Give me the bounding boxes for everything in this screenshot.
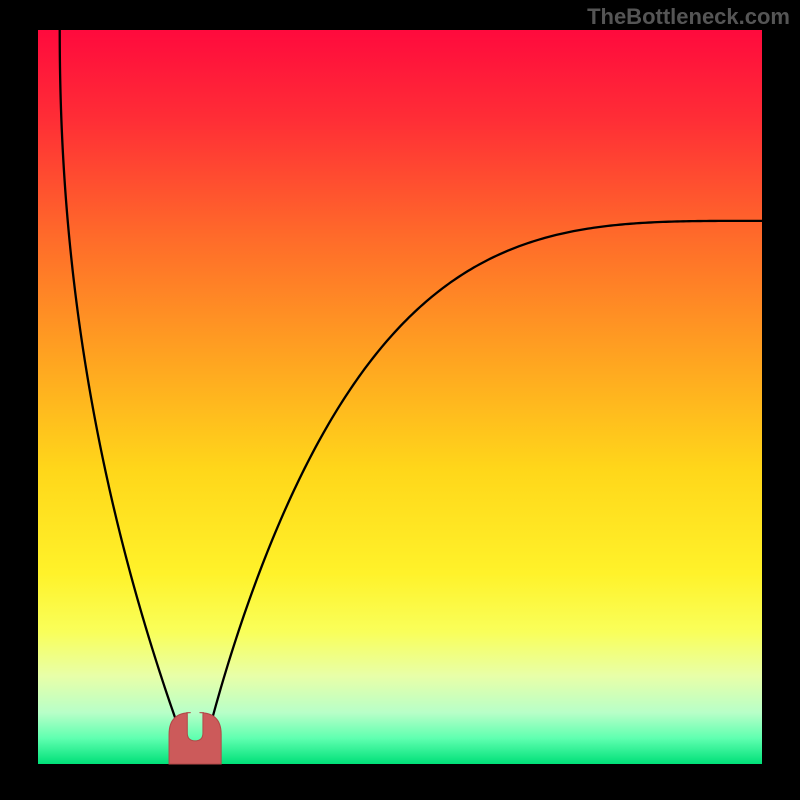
bottleneck-chart: [0, 0, 800, 800]
watermark-text: TheBottleneck.com: [587, 4, 790, 30]
plot-background-gradient: [38, 30, 762, 764]
